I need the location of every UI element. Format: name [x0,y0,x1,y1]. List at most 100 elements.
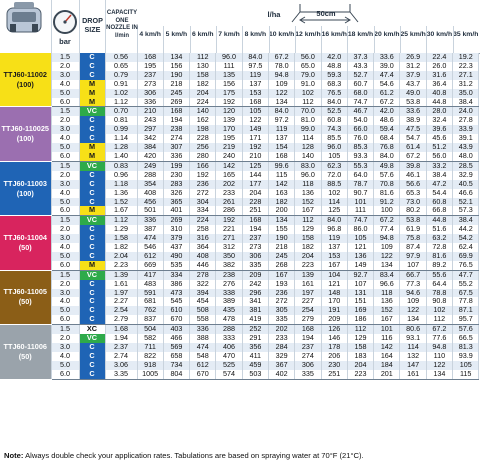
rate-cell: 288 [137,170,164,180]
rate-cell: 62.4 [452,243,480,252]
rate-cell: 91.0 [294,79,322,89]
rate-cell: 76.5 [452,260,480,271]
nozzle-model-label: TTJ60-11006 (50) [0,324,52,380]
table-row: TTJ60-110025 (100) 1.5 VC 0.70 210 168 140 120 1… [0,106,480,162]
rate-cell: 582 [137,334,164,343]
rate-cell: 120 [215,106,243,117]
rate-cell: 79.0 [294,70,322,80]
rate-cell: 52.7 [347,70,375,80]
rate-cell: 233 [215,188,243,198]
rate-cell: 546 [137,243,164,252]
bar-header: bar [59,37,71,46]
rate-cell: 136 [294,188,322,198]
rate-cell: 38.4 [426,170,454,180]
rate-cell: 194 [294,334,322,343]
table-row: TTJ60-11006 (50) 1.5 XC 1.68 504 403 336 288 252… [0,324,480,380]
pressure-cell: 3.0 [51,343,80,352]
rate-cell: 210 [242,151,269,162]
rate-cell: 535 [163,260,191,271]
rate-cell: 86.0 [347,225,375,235]
table-row: 2.0 C 1.61 483 386 322 276 242 193 161 121 107 96.6 7… [0,279,480,289]
pressure-cell: 6.0 [51,206,80,217]
table-row: TTJ60-11004 (50) 1.5 VC 1.12 336 269 224 192 168… [0,215,480,271]
rate-cell: 73.0 [399,197,427,207]
rate-cell: 76.0 [347,134,375,144]
rate-cell: 33.2 [426,161,454,171]
rate-cell: 31.6 [426,70,454,80]
rate-cell: 388 [189,334,217,343]
drop-size-cell: C [79,369,106,380]
pressure-cell: 5.0 [51,306,80,316]
rate-cell: 221 [215,225,243,235]
rate-cell: 114 [321,197,348,207]
rate-cell: 140 [294,151,322,162]
rate-cell: 45.6 [426,134,454,144]
table-row: TTJ60-11005 (50) 1.5 VC 1.39 417 334 278 238 209… [0,270,480,326]
pressure-cell: 2.0 [51,279,80,289]
rate-cell: 96.6 [373,279,401,289]
rate-cell: 81.3 [452,343,480,352]
rate-cell: 65.0 [294,61,322,71]
rate-cell: 42.0 [321,53,348,62]
rate-cell: 591 [137,288,164,298]
rate-cell: 35.0 [452,88,480,98]
rate-cell: 121 [321,279,348,289]
rate-cell: 822 [137,351,164,361]
rate-cell: 384 [137,143,164,152]
rate-cell: 420 [137,151,164,162]
rate-cell: 474 [137,234,164,244]
rate-cell: 283 [163,179,191,189]
pressure-cell: 2.0 [51,170,80,180]
rate-cell: 148 [321,288,348,298]
rate-cell: 669 [137,260,164,271]
rate-cell: 84.0 [242,53,269,62]
capacity-cell: 1.68 [105,324,138,335]
rate-cell: 51.2 [426,143,454,152]
capacity-cell: 1.12 [105,97,138,108]
rate-cell: 146 [321,334,348,343]
rate-cell: 223 [347,369,375,380]
rate-cell: 446 [189,260,217,271]
drop-size-cell: C [79,225,106,235]
rate-cell: 24.0 [452,106,480,117]
rate-cell: 136 [373,297,401,307]
rate-cell: 57.6 [373,170,401,180]
rate-cell: 175 [215,88,243,98]
rate-cell: 95.7 [452,315,480,326]
rate-cell: 341 [242,297,269,307]
rate-cell: 67.2 [426,324,454,335]
rate-cell: 43.3 [347,61,375,71]
rate-cell: 245 [163,88,191,98]
rate-cell: 304 [189,197,217,207]
rate-cell: 47.5 [399,125,427,135]
rate-cell: 381 [242,306,269,316]
rate-cell: 271 [215,234,243,244]
rate-cell: 670 [163,315,191,326]
rate-cell: 139 [294,270,322,280]
rate-cell: 46.6 [452,188,480,198]
pressure-cell: 1.5 [51,53,80,62]
pressure-cell: 3.0 [51,70,80,80]
rate-cell: 96.0 [321,143,348,152]
footnote: Note: Always double check your applicati… [4,451,364,460]
rate-cell: 276 [215,279,243,289]
rate-cell: 142 [373,343,401,352]
rate-cell: 136 [347,251,375,261]
rate-cell: 206 [321,351,348,361]
rate-cell: 195 [215,134,243,144]
drop-size-cell: M [79,151,106,162]
drop-size-cell: M [79,260,106,271]
rate-cell: 153 [321,251,348,261]
rate-cell: 274 [163,134,191,144]
rate-cell: 454 [189,297,217,307]
rate-cell: 102 [426,306,454,316]
rate-cell: 155 [268,225,296,235]
rate-cell: 61.4 [399,143,427,152]
rate-cell: 64.0 [347,170,375,180]
rate-cell: 251 [321,369,348,380]
rate-cell: 204 [189,88,217,98]
rate-cell: 66.8 [426,206,454,217]
rate-cell: 245 [268,251,296,261]
rate-cell: 48.0 [452,151,480,162]
rate-cell: 57.6 [452,324,480,335]
